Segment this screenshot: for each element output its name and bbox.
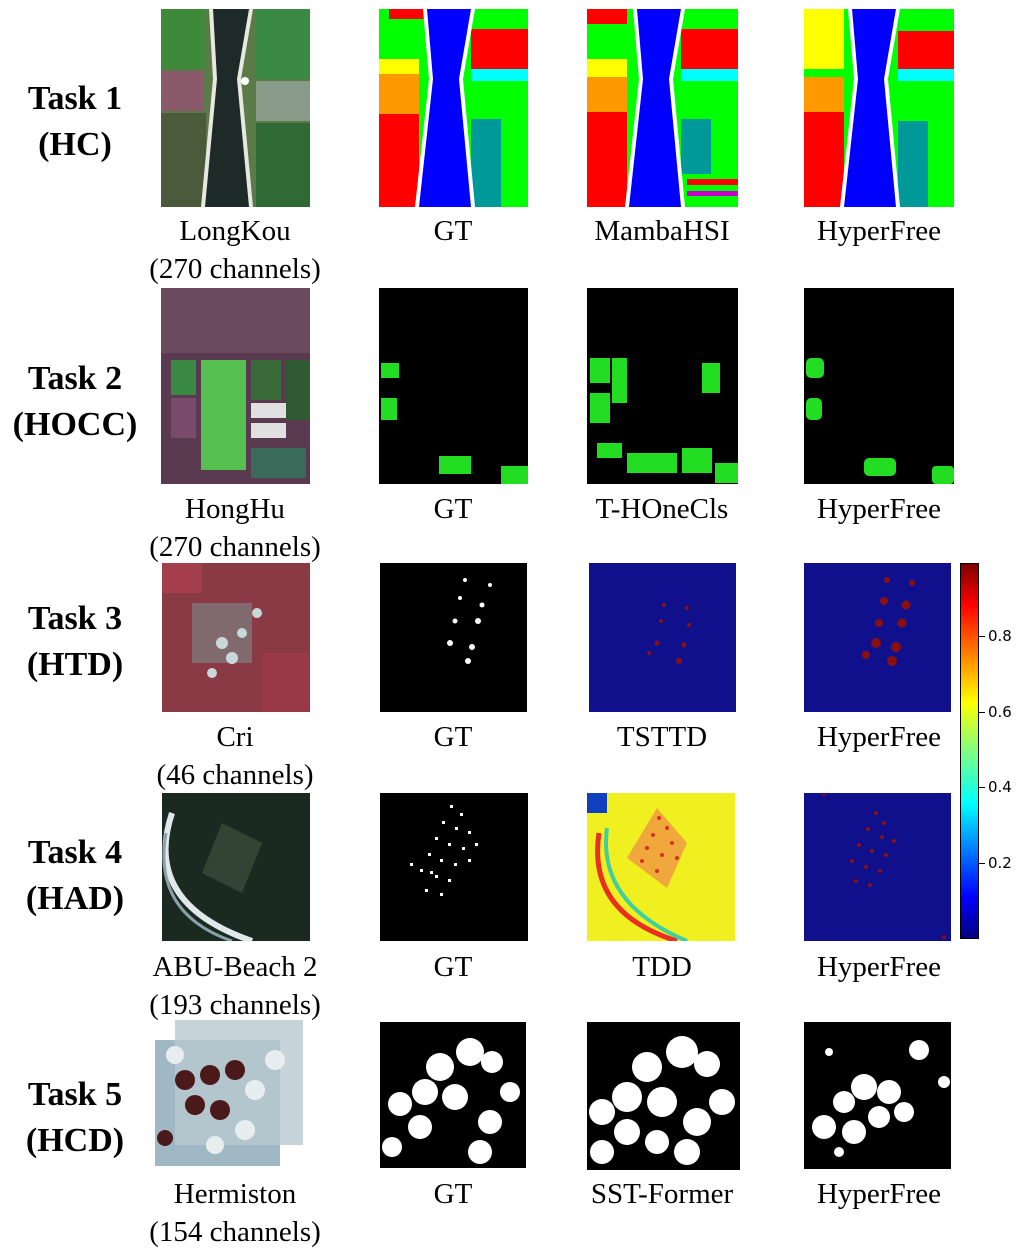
cri-gt-map [380, 563, 527, 712]
colorbar-tick [979, 712, 985, 713]
honghu-t-honecls-map [587, 288, 738, 484]
longkou-mambahsi-map [587, 9, 738, 207]
hermiston-caption: Hermiston (154 channels) [149, 1178, 321, 1248]
cri-caption: Cri (46 channels) [156, 721, 314, 791]
longkou-hyperfree-map [804, 9, 954, 207]
longkou-gt-map [379, 9, 528, 207]
task-3-label: Task 3 (HTD) [26, 600, 124, 683]
gt-caption-1: GT [433, 215, 473, 247]
jet-colorbar [960, 563, 979, 939]
colorbar-tick [979, 787, 985, 788]
gt-caption-2: GT [433, 493, 473, 525]
colorbar-tick-label: 0.6 [988, 703, 1012, 721]
colorbar-tick [979, 636, 985, 637]
hyperfree-caption-4: HyperFree [816, 951, 941, 983]
task-2-label: Task 2 (HOCC) [12, 360, 138, 443]
cri-tsttd-map [589, 563, 736, 712]
colorbar-tick-label: 0.8 [988, 627, 1012, 645]
colorbar-tick-label: 0.4 [988, 778, 1012, 796]
sst-former-caption: SST-Former [590, 1178, 734, 1210]
colorbar-tick [979, 863, 985, 864]
hyperfree-caption-5: HyperFree [816, 1178, 941, 1210]
longkou-rgb-image [161, 9, 310, 207]
task-4-label: Task 4 (HAD) [25, 834, 125, 917]
tsttd-caption: TSTTD [616, 721, 708, 753]
abu-beach-rgb-image [162, 793, 310, 941]
hyperfree-caption-2: HyperFree [816, 493, 941, 525]
mambahsi-caption: MambaHSI [594, 215, 730, 247]
hermiston-sst-former-map [587, 1022, 740, 1170]
honghu-caption: HongHu (270 channels) [149, 493, 321, 563]
longkou-caption: LongKou (270 channels) [149, 215, 321, 285]
tdd-caption: TDD [632, 951, 692, 983]
hermiston-hyperfree-map [804, 1022, 951, 1169]
abu-beach-hyperfree-map [804, 793, 951, 941]
task-1-label: Task 1 (HC) [27, 80, 123, 163]
colorbar-tick-label: 0.2 [988, 854, 1012, 872]
hyperfree-caption-3: HyperFree [816, 721, 941, 753]
abu-beach-tdd-map [587, 793, 735, 941]
gt-caption-5: GT [433, 1178, 473, 1210]
cri-rgb-image [162, 563, 310, 712]
abu-beach-caption: ABU-Beach 2 (193 channels) [149, 951, 321, 1021]
gt-caption-3: GT [433, 721, 473, 753]
cri-hyperfree-map [804, 563, 951, 712]
honghu-hyperfree-map [804, 288, 954, 484]
hyperfree-caption-1: HyperFree [816, 215, 941, 247]
hermiston-rgb-image [155, 1020, 303, 1166]
hermiston-gt-map [380, 1022, 526, 1168]
honghu-gt-map [379, 288, 528, 484]
honghu-rgb-image [161, 288, 310, 484]
t-honecls-caption: T-HOneCls [595, 493, 729, 525]
task-5-label: Task 5 (HCD) [25, 1076, 125, 1159]
gt-caption-4: GT [433, 951, 473, 983]
abu-beach-gt-map [380, 793, 528, 941]
